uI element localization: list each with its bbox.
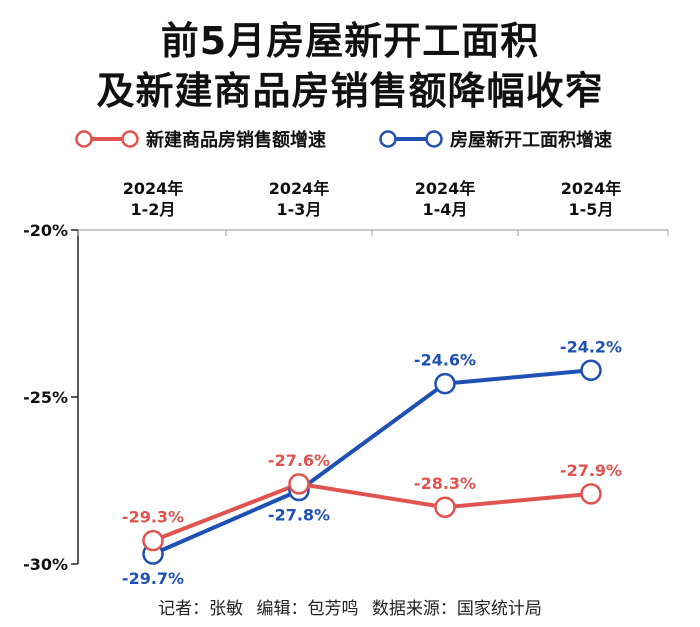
data-label-sales-3: -27.9% bbox=[560, 461, 622, 480]
legend-item-starts: 房屋新开工面积增速 bbox=[378, 126, 612, 152]
series-line-sales bbox=[152, 481, 592, 543]
footer-source: 数据来源：国家统计局 bbox=[371, 599, 542, 619]
y-tick-label-2: -30% bbox=[23, 555, 68, 574]
point-sales-3 bbox=[580, 483, 602, 505]
legend-label-sales: 新建商品房销售额增速 bbox=[146, 130, 326, 151]
x-tick-label-0: 2024年 1-2月 bbox=[123, 179, 184, 219]
footer: 记者：张敏 编辑：包芳鸣 数据来源：国家统计局 bbox=[0, 594, 700, 619]
data-label-sales-0: -29.3% bbox=[122, 508, 184, 527]
data-label-starts-2: -24.6% bbox=[414, 351, 476, 370]
data-label-starts-0: -29.7% bbox=[122, 569, 184, 588]
legend-swatch-starts bbox=[379, 130, 443, 148]
data-label-starts-1: -27.8% bbox=[268, 506, 330, 525]
data-label-starts-3: -24.2% bbox=[560, 337, 622, 356]
footer-reporter: 记者：张敏 bbox=[158, 599, 244, 619]
series-line-starts bbox=[152, 368, 592, 556]
chart-title-line1: 前5月房屋新开工面积 bbox=[160, 19, 540, 63]
point-sales-1 bbox=[288, 473, 310, 495]
chart-title-line2: 及新建商品房销售额降幅收窄 bbox=[96, 69, 604, 113]
x-tick-label-2: 2024年 1-4月 bbox=[415, 179, 476, 219]
legend-swatch-sales bbox=[75, 130, 139, 148]
legend: 新建商品房销售额增速 房屋新开工面积增速 bbox=[0, 126, 700, 152]
point-starts-2 bbox=[434, 372, 456, 395]
data-label-sales-1: -27.6% bbox=[268, 451, 330, 470]
y-tick-label-0: -20% bbox=[23, 221, 68, 240]
x-tick-label-1: 2024年 1-3月 bbox=[269, 179, 330, 219]
legend-label-starts: 房屋新开工面积增速 bbox=[450, 130, 612, 151]
legend-item-sales: 新建商品房销售额增速 bbox=[74, 126, 326, 152]
y-tick-label-1: -25% bbox=[23, 388, 68, 407]
footer-editor: 编辑：包芳鸣 bbox=[256, 599, 359, 619]
data-label-sales-2: -28.3% bbox=[414, 474, 476, 493]
point-starts-3 bbox=[580, 359, 602, 382]
x-tick-label-3: 2024年 1-5月 bbox=[561, 179, 622, 219]
point-sales-0 bbox=[142, 529, 164, 552]
point-sales-2 bbox=[434, 496, 456, 518]
